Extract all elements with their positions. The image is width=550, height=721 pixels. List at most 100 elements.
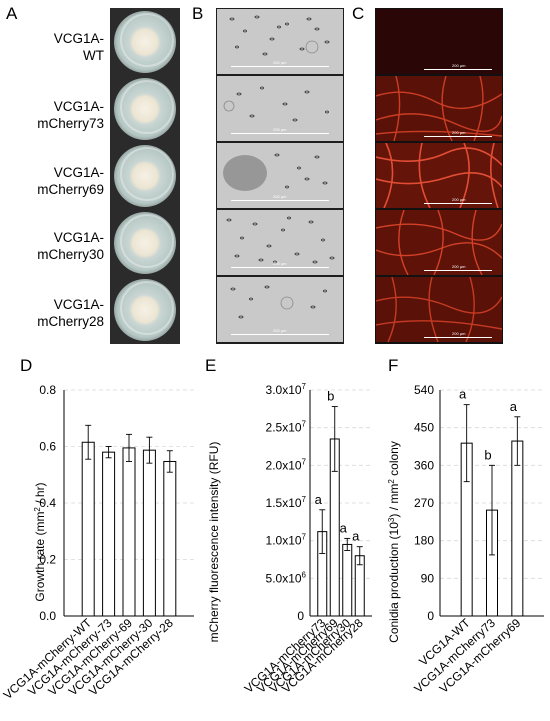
y-tick-label: 90 bbox=[421, 571, 435, 585]
y-tick-label: 0 bbox=[297, 609, 304, 623]
fluorescence-image-mcherry30: 200 µm bbox=[376, 210, 502, 275]
bar bbox=[122, 447, 136, 617]
tick-base: 2.0x10 bbox=[266, 458, 302, 472]
significance-letter: b bbox=[327, 389, 334, 404]
y-tick-label: 0.8 bbox=[39, 383, 56, 397]
brightfield-image-wt: 200 µm bbox=[217, 9, 343, 74]
strain-label-line1: VCG1A- bbox=[53, 165, 104, 180]
conidia-production-chart: Conidia production (103) / mm2 colony 0 9… bbox=[387, 383, 544, 696]
strain-label-line1: VCG1A- bbox=[53, 230, 104, 245]
spore-field bbox=[223, 153, 328, 191]
scale-bar-label: 200 µm bbox=[452, 331, 466, 336]
fluorescence-strip: 200 µm 200 µm 200 µm bbox=[375, 8, 503, 344]
scale-bar bbox=[424, 337, 492, 338]
significance-letter: a bbox=[352, 529, 360, 544]
y-axis-label: Growth rate (mm2 / hr) bbox=[33, 482, 47, 601]
spore-field bbox=[223, 86, 329, 122]
scale-bar bbox=[424, 136, 492, 137]
brightfield-image-mcherry69: 200 µm bbox=[217, 143, 343, 208]
spore-field bbox=[226, 216, 335, 264]
bar bbox=[342, 543, 353, 617]
tick-base: 0 bbox=[297, 609, 304, 623]
y-tick-label: 0.6 bbox=[39, 440, 56, 454]
spore-field bbox=[229, 15, 330, 56]
plate-rim bbox=[120, 13, 174, 67]
brightfield-image-mcherry30: 200 µm bbox=[217, 210, 343, 275]
fluorescence-image-wt: 200 µm bbox=[376, 9, 502, 74]
plate-photo-mcherry69 bbox=[114, 145, 176, 207]
fluorescence-image-mcherry69: 200 µm bbox=[376, 143, 502, 208]
hyphae-network bbox=[376, 143, 502, 208]
tick-base: 5.0x10 bbox=[266, 571, 302, 585]
tick-base: 2.5x10 bbox=[266, 421, 302, 435]
scale-bar bbox=[231, 66, 329, 67]
significance-letter: a bbox=[510, 399, 518, 414]
scale-bar-label: 200 µm bbox=[273, 261, 287, 266]
scale-bar-label: 200 µm bbox=[273, 328, 287, 333]
scale-bar bbox=[231, 133, 329, 134]
spore-field bbox=[230, 285, 327, 319]
y-axis-label: Conidia production (103) / mm2 colony bbox=[387, 441, 401, 643]
fluorescence-image-mcherry73: 200 µm bbox=[376, 76, 502, 141]
plate-photo-strip bbox=[110, 8, 180, 344]
tick-exponent: 7 bbox=[302, 420, 307, 429]
bar bbox=[142, 449, 156, 617]
scale-bar bbox=[231, 200, 329, 201]
strain-label-line2: mCherry30 bbox=[37, 247, 104, 262]
panel-letter-c: C bbox=[352, 4, 365, 23]
y-tick-label: 0.4 bbox=[39, 496, 56, 510]
plate-photo-mcherry73 bbox=[114, 78, 176, 140]
plate-rim bbox=[120, 214, 174, 268]
y-tick-label: 270 bbox=[414, 496, 434, 510]
plate-photo-mcherry28 bbox=[114, 279, 176, 341]
scale-bar bbox=[424, 69, 492, 70]
y-tick-label: 1.5x107 bbox=[266, 495, 307, 510]
strain-label-wt: VCG1A- WT bbox=[4, 30, 104, 64]
fluorescence-image-mcherry28: 200 µm bbox=[376, 277, 502, 342]
growth-rate-chart: Growth rate (mm2 / hr) 0.00.20.40.60.8VC… bbox=[1, 383, 194, 702]
y-tick-label: 2.0x107 bbox=[266, 457, 307, 472]
panel-letter-d: D bbox=[20, 356, 33, 375]
brightfield-image-mcherry73: 200 µm bbox=[217, 76, 343, 141]
y-tick-label: 0.0 bbox=[39, 609, 56, 623]
y-tick-label: 2.5x107 bbox=[266, 420, 307, 435]
scale-bar-label: 200 µm bbox=[273, 127, 287, 132]
scale-bar-label: 200 µm bbox=[452, 264, 466, 269]
tick-exponent: 7 bbox=[302, 382, 307, 391]
brightfield-strip: 200 µm 200 µm 200 µm bbox=[216, 8, 344, 344]
scale-bar bbox=[424, 270, 492, 271]
plate-rim bbox=[120, 281, 174, 335]
fluorescence-intensity-chart: mCherry fluorescence intensity (RFU) 0 5.… bbox=[207, 382, 372, 696]
hyphae-network bbox=[376, 277, 502, 342]
y-axis-label: mCherry fluorescence intensity (RFU) bbox=[207, 442, 221, 643]
strain-label-mcherry73: VCG1A- mCherry73 bbox=[4, 98, 104, 132]
strain-label-mcherry30: VCG1A- mCherry30 bbox=[4, 229, 104, 263]
scale-bar-label: 200 µm bbox=[273, 194, 287, 199]
bar bbox=[163, 460, 177, 617]
tick-base: 1.0x10 bbox=[266, 534, 302, 548]
panel-letter-f: F bbox=[388, 356, 399, 375]
scale-bar bbox=[231, 267, 329, 268]
strain-label-line1: VCG1A- bbox=[53, 297, 104, 312]
y-tick-label: 1.0x107 bbox=[266, 533, 307, 548]
scale-bar-label: 200 µm bbox=[452, 130, 466, 135]
plate-photo-wt bbox=[114, 11, 176, 73]
y-tick-label: 0 bbox=[427, 609, 434, 623]
hyphae-network bbox=[376, 210, 502, 275]
panel-letter-e: E bbox=[205, 356, 217, 375]
tick-base: 3.0x10 bbox=[266, 383, 302, 397]
plate-rim bbox=[120, 80, 174, 134]
scale-bar bbox=[424, 203, 492, 204]
significance-letter: a bbox=[315, 492, 323, 507]
strain-label-line2: mCherry69 bbox=[37, 182, 104, 197]
bar bbox=[511, 440, 524, 617]
strain-label-line1: VCG1A- bbox=[53, 99, 104, 114]
bar bbox=[81, 441, 95, 617]
strain-label-line2: mCherry73 bbox=[37, 116, 104, 131]
scale-bar-label: 200 µm bbox=[273, 60, 287, 65]
strain-label-mcherry28: VCG1A- mCherry28 bbox=[4, 296, 104, 330]
tick-exponent: 7 bbox=[302, 457, 307, 466]
strain-label-mcherry69: VCG1A- mCherry69 bbox=[4, 164, 104, 198]
tick-base: 1.5x10 bbox=[266, 496, 302, 510]
scale-bar bbox=[231, 334, 329, 335]
